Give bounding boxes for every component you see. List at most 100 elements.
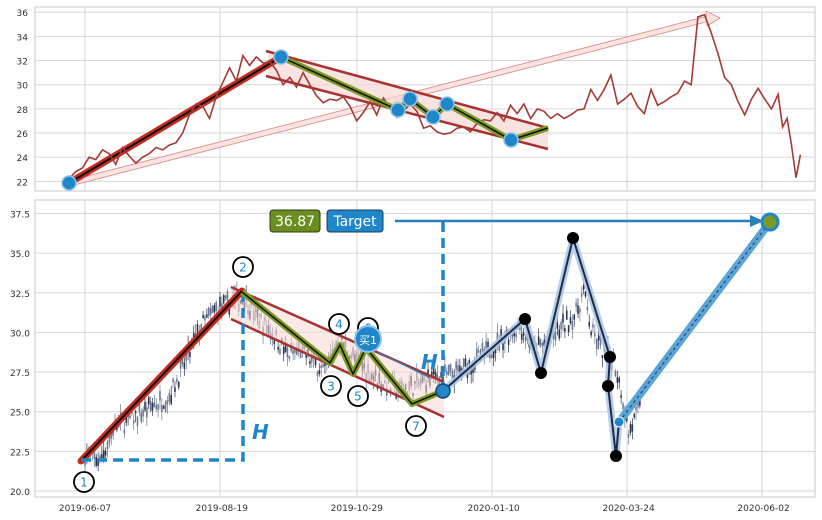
- candle-body: [447, 364, 450, 375]
- candle-body: [464, 358, 467, 367]
- pattern-point-label: 1: [80, 476, 88, 490]
- candle-body: [168, 392, 171, 402]
- candle-body: [183, 362, 186, 369]
- breakout-pivot: [567, 232, 579, 244]
- candle-body: [539, 338, 542, 347]
- candle-body: [567, 325, 570, 333]
- pattern-point-marker: [405, 415, 427, 437]
- candle-body: [174, 387, 176, 392]
- candle-body: [541, 342, 544, 346]
- top-y-tick-label: 26: [17, 130, 29, 140]
- candle-body: [138, 402, 141, 413]
- candle-body: [592, 324, 594, 328]
- candle-body: [142, 409, 144, 417]
- top-channel-upper: [265, 49, 549, 130]
- candle-body: [294, 348, 296, 353]
- candle-body: [481, 343, 484, 352]
- candle-body: [494, 347, 497, 353]
- candle-body: [477, 350, 480, 353]
- x-tick-label: 2019-08-19: [196, 504, 249, 514]
- breakout-pivot: [610, 450, 622, 462]
- candle-body: [475, 348, 478, 357]
- bottom-y-tick-label: 27.5: [10, 369, 30, 379]
- candle-body: [322, 364, 324, 368]
- candle-body: [172, 378, 174, 383]
- candle-body: [601, 355, 604, 359]
- top-pivot-point: [390, 102, 406, 118]
- candle-body: [565, 310, 568, 320]
- candle-body: [99, 455, 101, 459]
- candle-body: [445, 371, 448, 375]
- value-label-box: [269, 209, 321, 233]
- candle-body: [213, 305, 216, 313]
- candle-body: [286, 347, 289, 358]
- candle-body: [580, 293, 583, 297]
- candle-body: [299, 351, 302, 359]
- candle-body: [204, 316, 206, 321]
- candle-body: [155, 405, 158, 410]
- candle-body: [228, 307, 231, 315]
- candle-body: [500, 329, 502, 340]
- candle-body: [597, 335, 600, 341]
- candle-body: [132, 420, 135, 424]
- candle-body: [181, 356, 184, 364]
- candle-body: [498, 344, 501, 351]
- candle-body: [614, 370, 617, 377]
- candle-body: [123, 429, 126, 434]
- candle-body: [627, 433, 630, 438]
- candle-body: [489, 353, 491, 359]
- pattern-point-label: 2: [239, 261, 247, 275]
- x-tick-label: 2020-01-10: [467, 504, 520, 514]
- top-pivot-point: [425, 109, 441, 125]
- candle-body: [159, 390, 161, 401]
- top-pivot-point: [61, 175, 77, 191]
- candle-body: [93, 451, 96, 459]
- candle-body: [284, 342, 287, 352]
- buy-marker-label: 买1: [359, 334, 377, 347]
- candle-body: [146, 407, 148, 418]
- bottom-y-tick-label: 25.0: [10, 409, 30, 419]
- candle-body: [462, 358, 465, 367]
- candle-body: [579, 308, 581, 313]
- candle-body: [432, 367, 435, 375]
- candle-body: [573, 314, 576, 320]
- candle-body: [101, 454, 103, 459]
- measure-guide-left: [81, 293, 245, 462]
- x-tick-label: 2020-06-02: [737, 504, 789, 514]
- candle-body: [106, 442, 109, 450]
- candle-body: [620, 395, 622, 398]
- candle-body: [457, 364, 459, 372]
- candle-body: [599, 335, 602, 346]
- top-y-tick-label: 30: [17, 82, 29, 92]
- candle-body: [224, 295, 227, 299]
- candle-body: [164, 401, 167, 412]
- candle-body: [200, 324, 203, 334]
- candle-body: [490, 354, 493, 358]
- candle-body: [134, 410, 137, 414]
- candle-body: [318, 370, 321, 374]
- candle-body: [147, 397, 150, 405]
- candle-body: [311, 355, 313, 362]
- candle-body: [324, 361, 326, 366]
- candle-body: [496, 332, 499, 343]
- top-y-tick-label: 36: [17, 9, 29, 19]
- x-tick-label: 2019-10-29: [331, 504, 384, 514]
- candle-body: [575, 302, 577, 307]
- candle-body: [537, 336, 540, 345]
- candle-body: [136, 416, 139, 426]
- top-price-line: [68, 13, 802, 180]
- target-point: [760, 212, 780, 232]
- bottom-y-tick-label: 30.0: [10, 329, 30, 339]
- top-pivot-point: [503, 132, 519, 148]
- pattern-point-marker: [73, 471, 95, 493]
- candle-body: [639, 396, 641, 406]
- candle-body: [633, 414, 636, 418]
- candle-body: [562, 313, 564, 323]
- candle-body: [149, 401, 152, 411]
- candle-body: [543, 339, 546, 347]
- candle-body: [434, 371, 437, 380]
- candle-body: [279, 348, 281, 355]
- candle-body: [507, 339, 510, 345]
- candle-body: [288, 356, 291, 359]
- candle-body: [95, 456, 98, 467]
